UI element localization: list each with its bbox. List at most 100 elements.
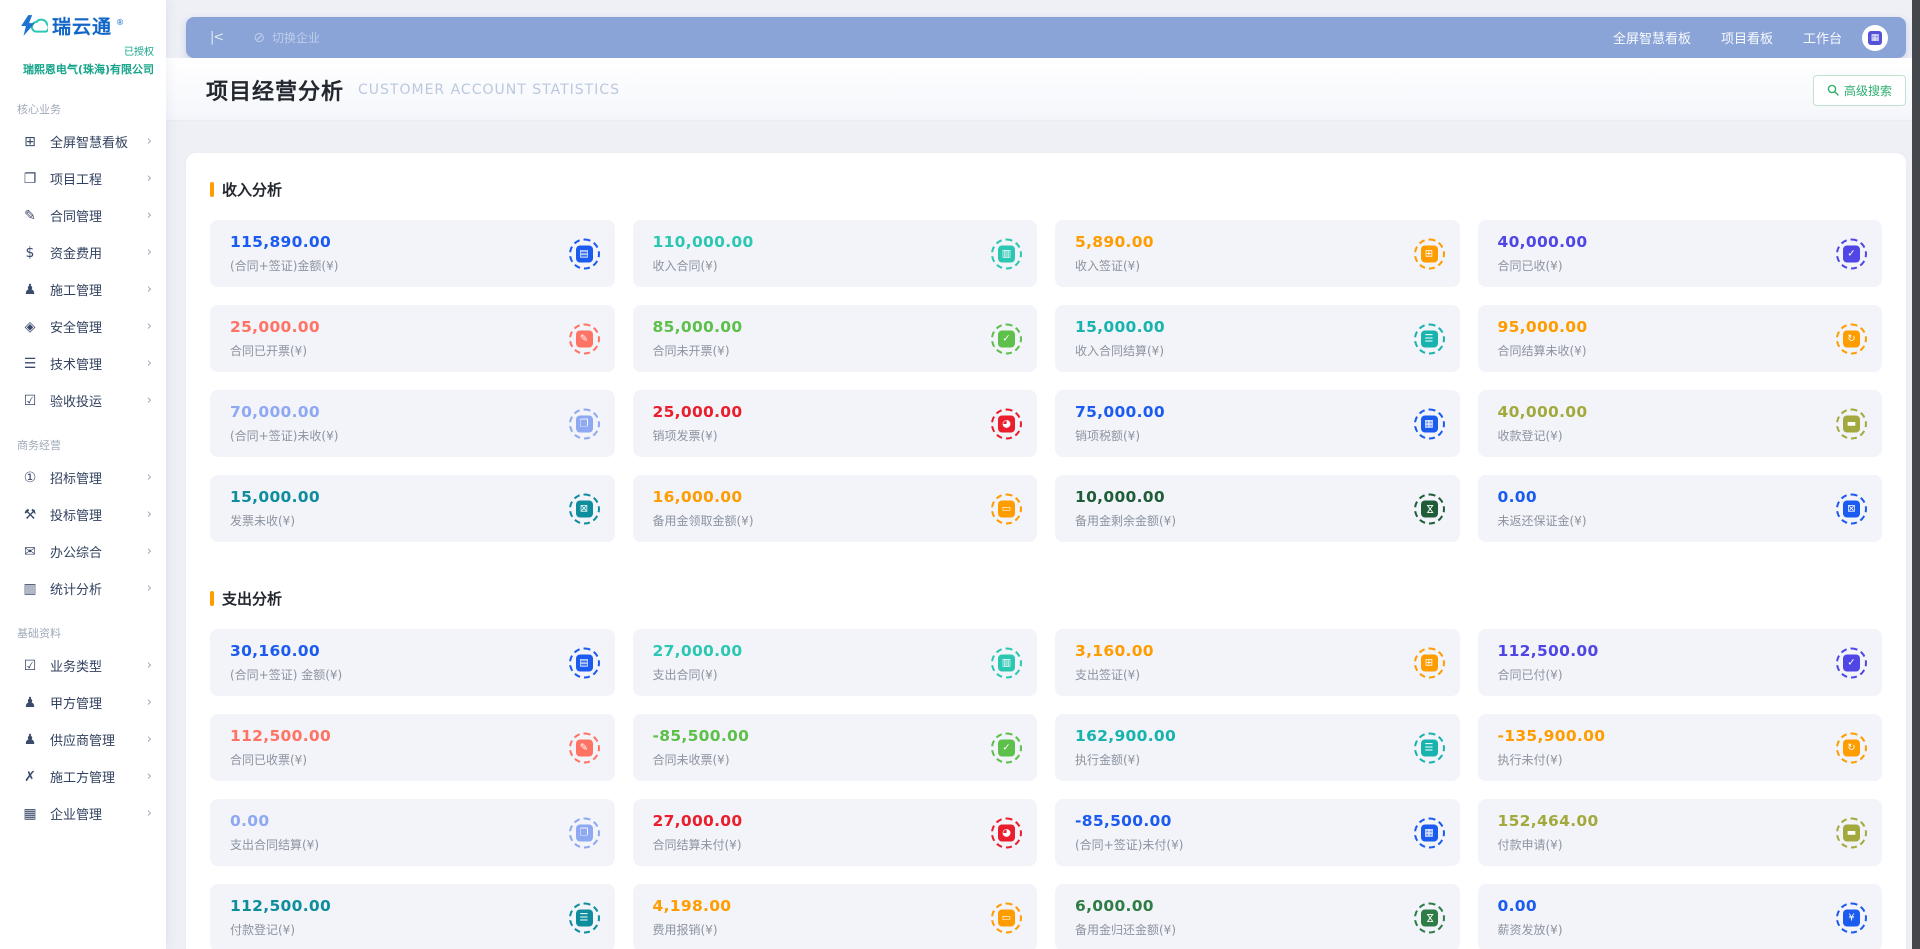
logo-text: 瑞云通: [52, 16, 113, 38]
dashboard-board-icon: ⊞: [24, 133, 36, 150]
sidebar-item-dashboard[interactable]: ⊞ 全屏智慧看板 ›: [0, 123, 166, 160]
top-nav: 全屏智慧看板 项目看板 工作台: [1613, 28, 1842, 47]
sidebar-item-label: 业务类型: [50, 660, 103, 675]
stat-label: 合同已收票(¥): [230, 753, 307, 767]
sidebar-item-suppliers[interactable]: ♟ 供应商管理 ›: [0, 721, 166, 758]
stat-value: 27,000.00: [652, 812, 743, 830]
icon-glyph: ❐: [575, 824, 593, 841]
nav-full-dashboard[interactable]: 全屏智慧看板: [1612, 32, 1691, 47]
icon-glyph: ⊠: [575, 500, 593, 517]
clipboard-plus-icon: ✓: [991, 732, 1022, 763]
invoice-edit-icon: ✎: [568, 732, 600, 763]
stat-label: 合同未开票(¥): [652, 344, 730, 358]
sidebar-item-contractors[interactable]: ✗ 施工方管理 ›: [0, 758, 166, 795]
copy-documents-icon: ❐: [568, 408, 600, 439]
section-income-analysis: 收入分析 115,890.00 (合同+签证)金额(¥) ▤ 110,000.00 收入合…: [210, 179, 1882, 542]
sidebar-item-funds[interactable]: $ 资金费用 ›: [0, 234, 166, 271]
icon-glyph: ▥: [998, 654, 1015, 671]
user-avatar[interactable]: ▦: [1862, 24, 1888, 51]
stat-card: 4,198.00 费用报销(¥) ▭: [632, 884, 1037, 949]
stat-value: 25,000.00: [230, 318, 320, 336]
sidebar-item-office[interactable]: ✉ 办公综合 ›: [0, 533, 166, 570]
stat-label: 费用报销(¥): [652, 923, 718, 937]
icon-glyph: ↻: [1843, 739, 1860, 756]
sidebar-item-party-a[interactable]: ♟ 甲方管理 ›: [0, 684, 166, 721]
stat-value: 27,000.00: [652, 642, 743, 660]
hourglass-icon: ⋈: [1413, 493, 1445, 524]
sidebar-item-label: 统计分析: [50, 583, 103, 598]
stat-card: 15,000.00 发票未收(¥) ⊠: [210, 475, 615, 542]
sidebar-item-tendering[interactable]: ⚒ 投标管理 ›: [0, 496, 166, 533]
sidebar-item-label: 资金费用: [50, 247, 103, 262]
stat-value: -135,900.00: [1497, 727, 1606, 745]
page-subtitle: CUSTOMER ACCOUNT STATISTICS: [358, 82, 620, 98]
stat-label: 付款登记(¥): [230, 923, 295, 937]
sidebar-item-construction[interactable]: ♟ 施工管理 ›: [0, 271, 166, 308]
sidebar-item-business-types[interactable]: ☑ 业务类型 ›: [0, 647, 166, 684]
stat-value: 115,890.00: [230, 233, 332, 251]
stat-card: 110,000.00 收入合同(¥) ▥: [632, 220, 1037, 287]
add-user-icon: ♟: [23, 694, 37, 711]
stat-grid: 115,890.00 (合同+签证)金额(¥) ▤ 110,000.00 收入合同(¥)…: [210, 220, 1882, 542]
section-header: 支出分析: [210, 588, 1882, 609]
sidebar-item-safety[interactable]: ◈ 安全管理 ›: [0, 308, 166, 345]
stat-value: 95,000.00: [1497, 318, 1588, 336]
payment-card-icon: ▬: [1836, 408, 1867, 439]
stat-card: 40,000.00 合同已收(¥) ✓: [1477, 220, 1882, 287]
stat-value: 10,000.00: [1075, 488, 1165, 506]
stat-card: 16,000.00 备用金领取金额(¥) ▭: [632, 475, 1037, 542]
content-panel: 收入分析 115,890.00 (合同+签证)金额(¥) ▤ 110,000.00 收入合…: [186, 153, 1906, 949]
sidebar-item-bidding[interactable]: ① 招标管理 ›: [0, 459, 166, 496]
chevron-right-icon: ›: [146, 282, 152, 297]
stat-card: 115,890.00 (合同+签证)金额(¥) ▤: [210, 220, 615, 287]
section-accent-bar: [210, 591, 214, 606]
hourglass-icon: ⋈: [1413, 902, 1445, 933]
stat-card: 75,000.00 销项税额(¥) ▦: [1055, 390, 1460, 457]
stat-label: 合同已开票(¥): [230, 344, 307, 358]
stat-grid: 30,160.00 (合同+签证) 金额(¥) ▤ 27,000.00 支出合同(¥) ▥…: [210, 629, 1882, 949]
stat-label: 备用金剩余金额(¥): [1075, 514, 1176, 528]
sidebar-item-contracts[interactable]: ✎ 合同管理 ›: [0, 197, 166, 234]
sidebar-item-label: 办公综合: [50, 546, 103, 561]
sidebar-item-projects[interactable]: ❐ 项目工程 ›: [0, 160, 166, 197]
bar-chart-icon: ▥: [23, 580, 37, 597]
sidebar-item-technology[interactable]: ☰ 技术管理 ›: [0, 345, 166, 382]
stat-label: (合同+签证)未付(¥): [1075, 838, 1184, 852]
sidebar-item-enterprise[interactable]: ▦ 企业管理 ›: [0, 795, 166, 832]
nav-workbench[interactable]: 工作台: [1802, 32, 1842, 47]
stat-card: 0.00 薪资发放(¥) ¥: [1477, 884, 1882, 949]
sidebar-group-label: 商务经营: [17, 439, 61, 452]
stat-card: 27,000.00 合同结算未付(¥) ◕: [632, 799, 1037, 866]
shield-icon: ◈: [24, 318, 36, 335]
user-plus-icon: ♟: [23, 731, 37, 748]
icon-glyph: ✎: [575, 739, 593, 756]
clipboard-plus-icon: ✓: [991, 323, 1022, 354]
stat-label: 发票未收(¥): [230, 514, 295, 528]
project-docs-icon: ❐: [23, 170, 37, 187]
history-clock-icon: ↻: [1836, 323, 1867, 354]
gavel-icon: ⚒: [23, 506, 37, 523]
sidebar-item-label: 验收投运: [50, 395, 103, 410]
sidebar-item-statistics[interactable]: ▥ 统计分析 ›: [0, 570, 166, 607]
sidebar-item-acceptance[interactable]: ☑ 验收投运 ›: [0, 382, 166, 419]
calendar-icon: ▦: [1413, 408, 1445, 439]
icon-glyph: ⊠: [1843, 500, 1860, 517]
stat-value: 30,160.00: [230, 642, 320, 660]
advanced-search-button[interactable]: 高级搜索: [1812, 74, 1906, 106]
chevron-right-icon: ›: [146, 806, 152, 821]
tools-icon: ✗: [24, 768, 36, 785]
stat-value: 3,160.00: [1075, 642, 1154, 660]
stat-label: 付款申请(¥): [1497, 838, 1563, 852]
sidebar-item-label: 施工方管理: [50, 771, 116, 786]
stat-label: (合同+签证) 金额(¥): [230, 668, 343, 682]
section-title: 支出分析: [222, 590, 283, 608]
stat-value: 6,000.00: [1075, 897, 1154, 915]
stat-card: 25,000.00 销项发票(¥) ◕: [632, 390, 1037, 457]
chevron-right-icon: ›: [146, 695, 152, 710]
icon-glyph: ▥: [998, 245, 1015, 262]
switch-company-button[interactable]: ⊘ 切换企业: [253, 29, 320, 46]
nav-project-board[interactable]: 项目看板: [1720, 32, 1773, 47]
icon-glyph: ☰: [1420, 739, 1438, 756]
stat-label: (合同+签证)金额(¥): [230, 259, 339, 273]
collapse-sidebar-icon[interactable]: |<: [210, 30, 224, 45]
